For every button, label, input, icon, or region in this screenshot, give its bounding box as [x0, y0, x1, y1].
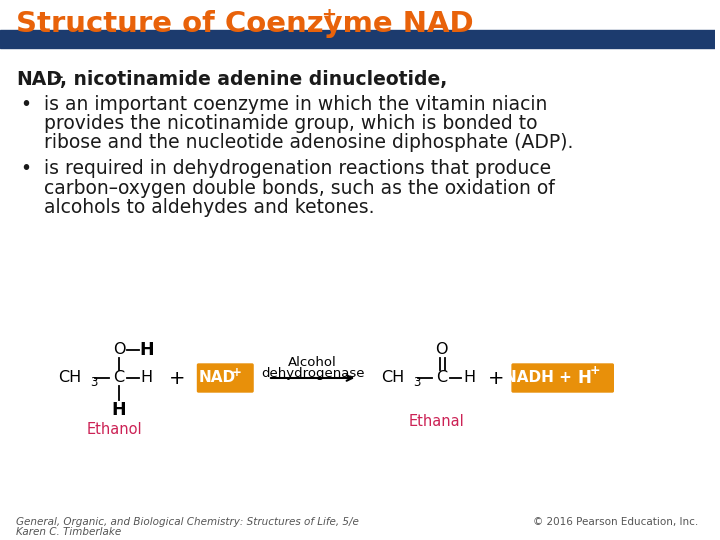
Text: +: +: [231, 366, 241, 379]
Text: NADH +: NADH +: [504, 370, 577, 386]
Text: C: C: [114, 370, 125, 386]
Text: NAD: NAD: [16, 70, 62, 89]
Text: C: C: [436, 370, 447, 386]
Text: H: H: [464, 370, 475, 386]
Text: dehydrogenase: dehydrogenase: [261, 368, 364, 381]
Text: alcohols to aldehydes and ketones.: alcohols to aldehydes and ketones.: [44, 198, 374, 217]
Bar: [0, 30, 714, 48]
Text: +: +: [589, 364, 600, 377]
Text: General, Organic, and Biological Chemistry: Structures of Life, 5/e: General, Organic, and Biological Chemist…: [16, 517, 359, 527]
FancyBboxPatch shape: [512, 364, 613, 392]
Text: is an important coenzyme in which the vitamin niacin: is an important coenzyme in which the vi…: [44, 94, 547, 113]
Text: , nicotinamide adenine dinucleotide,: , nicotinamide adenine dinucleotide,: [60, 70, 447, 89]
Text: CH: CH: [381, 370, 404, 386]
Text: Alcohol: Alcohol: [288, 355, 337, 368]
Text: NAD: NAD: [199, 370, 236, 386]
Text: H: H: [112, 401, 127, 419]
Text: •: •: [20, 94, 31, 113]
Text: Ethanol: Ethanol: [86, 422, 142, 437]
Text: CH: CH: [58, 370, 81, 386]
Text: Structure of Coenzyme NAD: Structure of Coenzyme NAD: [16, 10, 474, 38]
Text: Ethanal: Ethanal: [409, 415, 464, 429]
FancyBboxPatch shape: [197, 364, 253, 392]
Text: 3: 3: [413, 375, 420, 388]
Text: Karen C. Timberlake: Karen C. Timberlake: [16, 527, 121, 537]
Text: © 2016 Pearson Education, Inc.: © 2016 Pearson Education, Inc.: [534, 517, 698, 527]
Text: 3: 3: [90, 375, 98, 388]
Text: O: O: [436, 342, 448, 357]
Text: is required in dehydrogenation reactions that produce: is required in dehydrogenation reactions…: [44, 159, 551, 178]
Text: H: H: [141, 370, 153, 386]
Text: ribose and the nucleotide adenosine diphosphate (ADP).: ribose and the nucleotide adenosine diph…: [44, 133, 573, 152]
Text: +: +: [322, 6, 336, 24]
Text: provides the nicotinamide group, which is bonded to: provides the nicotinamide group, which i…: [44, 114, 537, 133]
Text: +: +: [488, 368, 505, 388]
Text: •: •: [20, 159, 31, 178]
Text: H: H: [140, 341, 154, 359]
Text: +: +: [53, 71, 63, 84]
Text: +: +: [168, 368, 185, 388]
Text: carbon–oxygen double bonds, such as the oxidation of: carbon–oxygen double bonds, such as the …: [44, 179, 554, 198]
Text: H: H: [577, 369, 591, 387]
Text: O: O: [113, 342, 125, 357]
